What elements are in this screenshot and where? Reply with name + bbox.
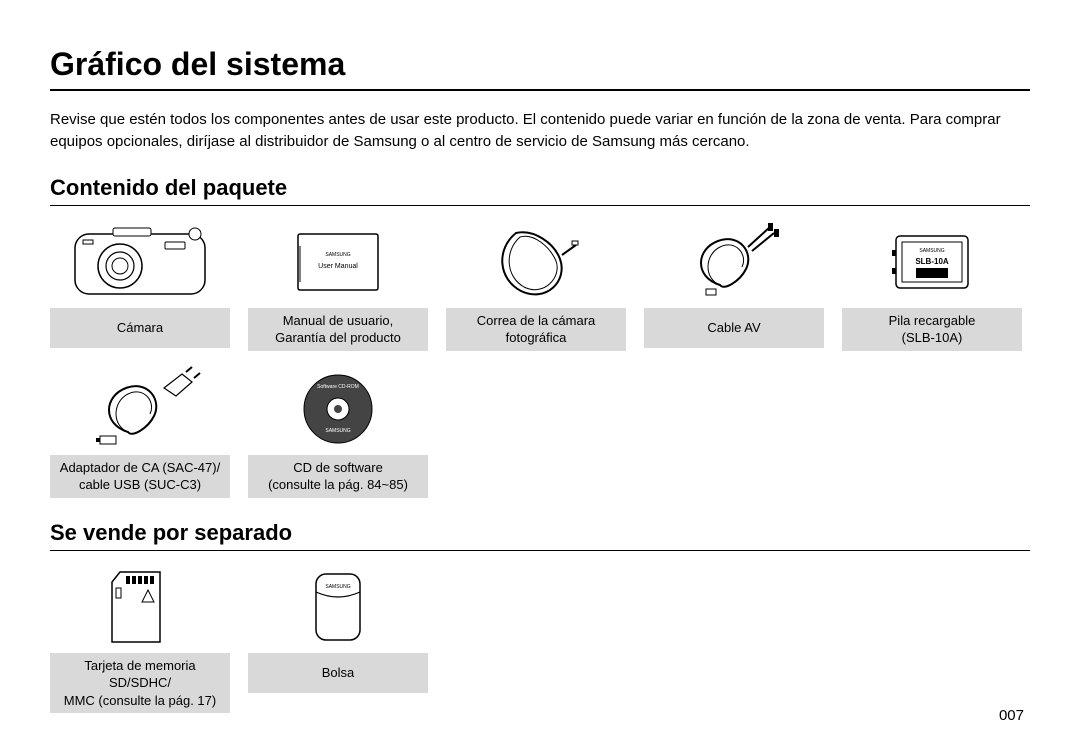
- pouch-illustration: SAMSUNG: [248, 561, 428, 653]
- strap-illustration: [446, 216, 626, 308]
- battery-brand: SAMSUNG: [919, 248, 944, 254]
- manual-inset-label: SAMSUNG: [325, 252, 350, 258]
- caption-text: Bolsa: [322, 664, 355, 682]
- sd-illustration: [50, 561, 230, 653]
- caption-text-1: CD de software: [293, 459, 383, 477]
- caption-text: Cable AV: [707, 319, 760, 337]
- manual-inset-text: User Manual: [318, 263, 358, 270]
- package-item-camera: Cámara: [50, 216, 230, 351]
- caption-text-1: Pila recargable: [889, 312, 976, 330]
- caption-text-2: cable USB (SUC-C3): [79, 476, 201, 494]
- caption-pouch: Bolsa: [248, 653, 428, 693]
- package-item-manual: SAMSUNG User Manual Manual de usuario, G…: [248, 216, 428, 351]
- caption-text-1: Tarjeta de memoria SD/SDHC/: [52, 657, 228, 692]
- battery-inset-text: SLB-10A: [915, 257, 949, 266]
- battery-illustration: SAMSUNG SLB-10A: [842, 216, 1022, 308]
- caption-camera: Cámara: [50, 308, 230, 348]
- caption-av-cable: Cable AV: [644, 308, 824, 348]
- caption-text-2: (consulte la pág. 84~85): [268, 476, 408, 494]
- section-heading-separate: Se vende por separado: [50, 520, 1030, 551]
- caption-text-2: fotográfica: [506, 329, 567, 347]
- package-item-strap: Correa de la cámara fotográfica: [446, 216, 626, 351]
- package-item-adapter: Adaptador de CA (SAC-47)/ cable USB (SUC…: [50, 363, 230, 498]
- adapter-illustration: [50, 363, 230, 455]
- page-title: Gráfico del sistema: [50, 46, 1030, 91]
- package-item-av-cable: Cable AV: [644, 216, 824, 351]
- cd-illustration: Software CD-ROM SAMSUNG: [248, 363, 428, 455]
- caption-cd: CD de software (consulte la pág. 84~85): [248, 455, 428, 498]
- caption-text-2: Garantía del producto: [275, 329, 401, 347]
- camera-illustration: [50, 216, 230, 308]
- package-item-battery: SAMSUNG SLB-10A Pila recargable (SLB-10A…: [842, 216, 1022, 351]
- caption-text-2: (SLB-10A): [902, 329, 963, 347]
- caption-sd: Tarjeta de memoria SD/SDHC/ MMC (consult…: [50, 653, 230, 714]
- caption-text-2: MMC (consulte la pág. 17): [64, 692, 216, 710]
- caption-text-1: Manual de usuario,: [283, 312, 394, 330]
- cd-inset-text: Software CD-ROM: [317, 384, 359, 390]
- cd-brand: SAMSUNG: [325, 428, 350, 434]
- caption-text: Cámara: [117, 319, 163, 337]
- package-item-cd: Software CD-ROM SAMSUNG CD de software (…: [248, 363, 428, 498]
- caption-manual: Manual de usuario, Garantía del producto: [248, 308, 428, 351]
- separate-item-sd: Tarjeta de memoria SD/SDHC/ MMC (consult…: [50, 561, 230, 714]
- caption-adapter: Adaptador de CA (SAC-47)/ cable USB (SUC…: [50, 455, 230, 498]
- caption-text-1: Adaptador de CA (SAC-47)/: [60, 459, 220, 477]
- separate-grid: Tarjeta de memoria SD/SDHC/ MMC (consult…: [50, 561, 1030, 714]
- package-grid: Cámara SAMSUNG User Manual Manual de usu…: [50, 216, 1030, 498]
- section-heading-package: Contenido del paquete: [50, 175, 1030, 206]
- intro-text: Revise que estén todos los componentes a…: [50, 109, 1030, 153]
- page-number: 007: [999, 707, 1024, 724]
- pouch-brand: SAMSUNG: [325, 584, 350, 590]
- caption-text-1: Correa de la cámara: [477, 312, 596, 330]
- caption-strap: Correa de la cámara fotográfica: [446, 308, 626, 351]
- caption-battery: Pila recargable (SLB-10A): [842, 308, 1022, 351]
- manual-illustration: SAMSUNG User Manual: [248, 216, 428, 308]
- separate-item-pouch: SAMSUNG Bolsa: [248, 561, 428, 714]
- av-cable-illustration: [644, 216, 824, 308]
